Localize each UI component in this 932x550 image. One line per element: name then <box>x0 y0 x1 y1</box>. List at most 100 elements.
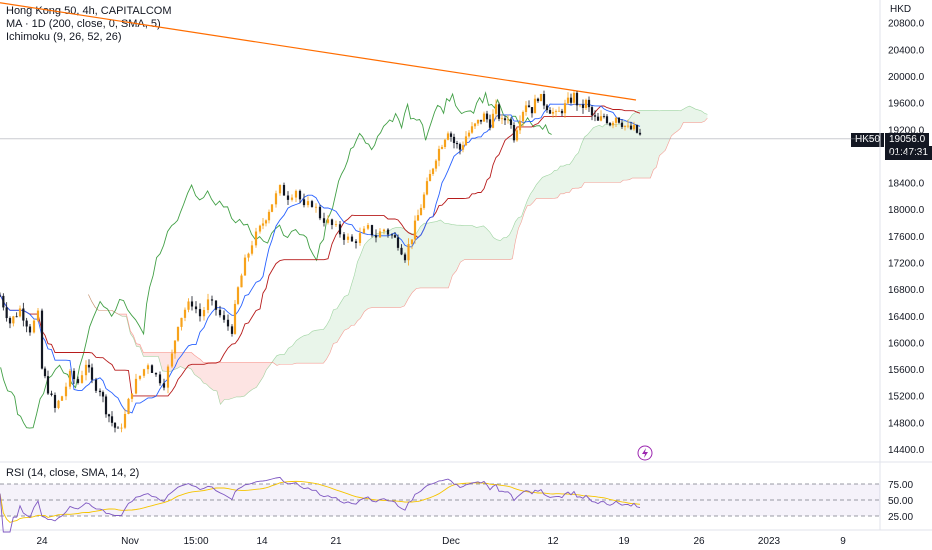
candle-body <box>180 317 183 327</box>
time-tick-label: 24 <box>36 536 48 547</box>
candle <box>28 323 32 336</box>
candle <box>346 233 350 244</box>
candle <box>194 301 198 314</box>
candle-body <box>32 320 36 333</box>
candle <box>626 119 630 129</box>
candle-body <box>419 207 423 216</box>
candle <box>393 232 397 239</box>
candle-body <box>98 390 102 393</box>
candle <box>18 305 22 318</box>
candle-body <box>76 379 80 383</box>
candle <box>599 110 603 122</box>
candle <box>64 382 68 401</box>
candle-body <box>386 229 390 235</box>
candle <box>575 90 579 111</box>
candle <box>596 113 600 121</box>
candle <box>330 218 334 230</box>
candle <box>142 368 146 378</box>
candle <box>354 239 358 249</box>
candle-body <box>12 316 15 324</box>
price-tick-label: 20000.0 <box>888 72 925 83</box>
candle-body <box>512 124 516 141</box>
candle-body <box>190 301 194 307</box>
candle <box>407 238 410 266</box>
candle <box>154 372 158 377</box>
price-tick-label: 20400.0 <box>888 45 925 56</box>
candle-body <box>536 98 540 102</box>
candle-body <box>551 111 555 114</box>
candle <box>32 318 36 334</box>
candle <box>476 119 480 126</box>
candle <box>350 234 354 242</box>
candle <box>632 121 636 131</box>
candle <box>43 366 47 379</box>
candle-body <box>557 110 561 112</box>
candle <box>258 224 262 234</box>
candle <box>22 302 25 327</box>
candle <box>512 122 516 143</box>
candle-body <box>198 309 202 317</box>
candle <box>446 131 450 141</box>
rsi-study-label[interactable]: RSI (14, close, SMA, 14, 2) <box>6 467 140 479</box>
candle-body <box>286 195 290 200</box>
candle-body <box>170 353 174 367</box>
candle <box>491 109 495 129</box>
candle-body <box>298 190 302 200</box>
candle <box>542 90 546 110</box>
candle-body <box>515 130 519 141</box>
candle <box>314 203 318 213</box>
candle <box>183 307 187 322</box>
candle <box>46 370 50 395</box>
candle <box>482 111 486 122</box>
lightning-icon[interactable] <box>637 445 653 461</box>
candle <box>5 302 8 322</box>
candle-body <box>306 201 310 206</box>
candle-body <box>452 136 456 144</box>
candle-body <box>464 136 468 146</box>
time-tick-label: 9 <box>840 536 846 547</box>
candle <box>240 273 243 288</box>
candle <box>261 218 265 230</box>
candle-body <box>233 303 237 334</box>
candle-body <box>413 220 417 240</box>
candle-body <box>346 236 350 240</box>
candle-body <box>113 422 117 428</box>
candle-body <box>599 116 603 121</box>
price-axis-currency: HKD <box>890 4 911 15</box>
candle <box>15 312 18 318</box>
candle-body <box>183 309 187 318</box>
candle <box>166 364 170 394</box>
candle-body <box>425 181 429 195</box>
candle-body <box>40 310 44 369</box>
ichimoku-study-label[interactable]: Ichimoku (9, 26, 52, 26) <box>6 31 122 43</box>
candle-body <box>80 375 84 383</box>
time-tick-label: 26 <box>693 536 705 547</box>
candle-body <box>458 144 462 150</box>
candle <box>623 125 627 131</box>
candle <box>98 388 102 397</box>
candle-body <box>326 219 330 223</box>
candle <box>425 177 429 196</box>
candle <box>236 286 240 306</box>
candle <box>94 377 98 393</box>
candle-body <box>390 234 394 236</box>
candle <box>247 252 250 262</box>
candle-body <box>366 225 370 229</box>
candle-body <box>294 190 298 198</box>
candle <box>8 316 12 329</box>
candle <box>322 212 326 227</box>
candle <box>134 373 138 395</box>
candle-body <box>488 119 492 128</box>
candle-body <box>22 308 25 321</box>
candle-body <box>101 392 105 397</box>
candle <box>551 107 555 118</box>
candle <box>254 227 258 248</box>
candle-body <box>302 199 306 206</box>
candle <box>590 105 594 121</box>
candle-body <box>123 413 127 428</box>
candle-body <box>0 295 2 297</box>
candle <box>443 138 447 149</box>
candle <box>578 104 582 108</box>
candle-body <box>581 104 585 108</box>
